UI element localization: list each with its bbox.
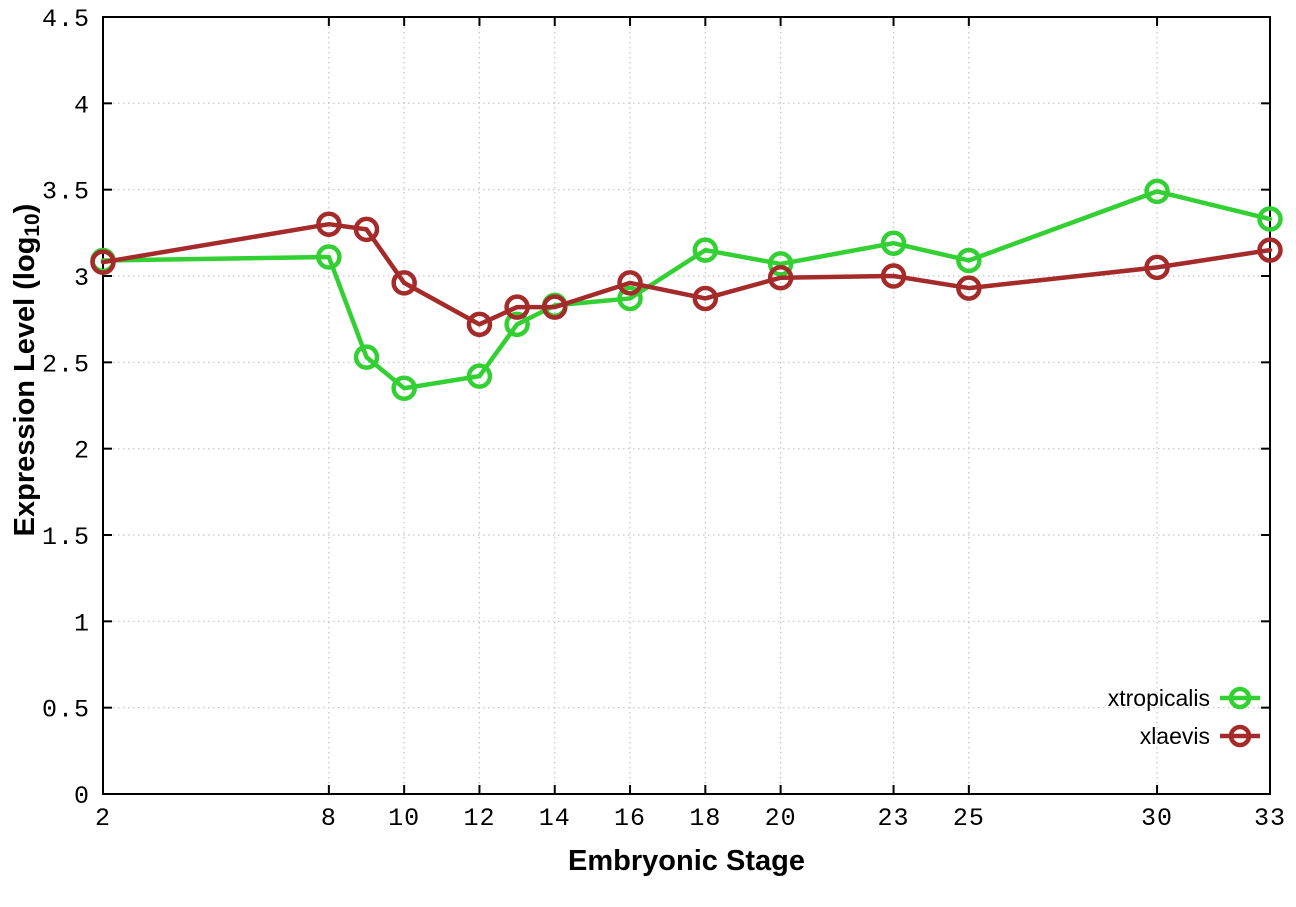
data-point-xlaevis-16 — [617, 270, 643, 296]
legend: xtropicalis xlaevis — [1108, 679, 1260, 755]
x-tick-label: 8 — [321, 804, 337, 833]
y-tick-label: 3 — [74, 264, 90, 293]
x-tick-label: 25 — [953, 804, 985, 833]
legend-row: xlaevis — [1108, 717, 1260, 755]
data-point-xtropicalis-25 — [956, 247, 982, 274]
data-point-xtropicalis-30 — [1144, 178, 1170, 205]
y-tick-label: 1 — [74, 609, 90, 638]
data-point-xtropicalis-13 — [504, 311, 530, 338]
legend-row: xtropicalis — [1108, 679, 1260, 717]
data-point-xlaevis-9 — [353, 216, 380, 243]
y-tick-label: 4 — [74, 91, 90, 120]
data-point-xlaevis-25 — [956, 275, 982, 301]
data-point-xlaevis-10 — [391, 270, 417, 296]
y-tick-label: 2 — [74, 437, 90, 466]
data-point-xtropicalis-12 — [466, 363, 493, 389]
data-point-xtropicalis-20 — [767, 251, 794, 277]
legend-marker — [1220, 685, 1260, 711]
series-line-xtropicalis — [100, 189, 1273, 391]
x-tick-label: 16 — [614, 804, 646, 833]
y-axis-title-prefix: Expression Level (log — [8, 236, 41, 537]
y-axis-title: Expression Level (log10) — [9, 204, 45, 537]
x-tick-label: 10 — [388, 804, 420, 833]
data-point-xlaevis-20 — [767, 264, 794, 291]
data-point-xlaevis-12 — [466, 311, 493, 338]
x-tick-label: 2 — [95, 804, 111, 833]
legend-label-xtropicalis: xtropicalis — [1107, 684, 1210, 711]
x-tick-label: 20 — [765, 804, 797, 833]
data-point-xtropicalis-16 — [617, 285, 643, 312]
data-point-xlaevis-13 — [504, 294, 530, 320]
data-point-xlaevis-18 — [692, 285, 719, 312]
data-point-xtropicalis-8 — [316, 244, 342, 270]
data-point-xlaevis-8 — [316, 211, 342, 237]
data-point-xtropicalis-10 — [391, 375, 417, 401]
legend-marker — [1220, 723, 1260, 749]
x-tick-label: 30 — [1141, 804, 1173, 833]
x-axis-title: Embryonic Stage — [568, 845, 805, 877]
y-axis-title-subscript: 10 — [21, 213, 45, 237]
y-tick-label: 0.5 — [42, 696, 90, 725]
legend-label-xlaevis: xlaevis — [1139, 722, 1210, 749]
x-tick-label: 12 — [463, 804, 495, 833]
y-tick-label: 3.5 — [42, 178, 90, 207]
y-tick-label: 4.5 — [42, 5, 90, 34]
x-tick-label: 33 — [1254, 804, 1286, 833]
y-axis-title-suffix: ) — [8, 203, 41, 214]
data-point-xlaevis-30 — [1144, 254, 1170, 281]
data-point-xlaevis-23 — [880, 263, 907, 289]
x-tick-label: 23 — [878, 804, 910, 833]
data-point-xtropicalis-9 — [353, 344, 380, 370]
data-point-xlaevis-33 — [1257, 237, 1283, 263]
data-point-xlaevis-14 — [541, 294, 568, 320]
y-tick-label: 1.5 — [42, 523, 90, 552]
data-point-xtropicalis-18 — [692, 237, 719, 263]
x-tick-label: 18 — [689, 804, 721, 833]
data-point-xtropicalis-23 — [880, 230, 907, 256]
data-point-xlaevis-2 — [90, 249, 116, 275]
series-line-xlaevis — [100, 221, 1273, 327]
y-tick-label: 0 — [74, 782, 90, 811]
x-tick-label: 14 — [539, 804, 571, 833]
data-point-xtropicalis-33 — [1257, 206, 1283, 232]
y-tick-label: 2.5 — [42, 350, 90, 379]
plot-border — [102, 16, 1271, 795]
